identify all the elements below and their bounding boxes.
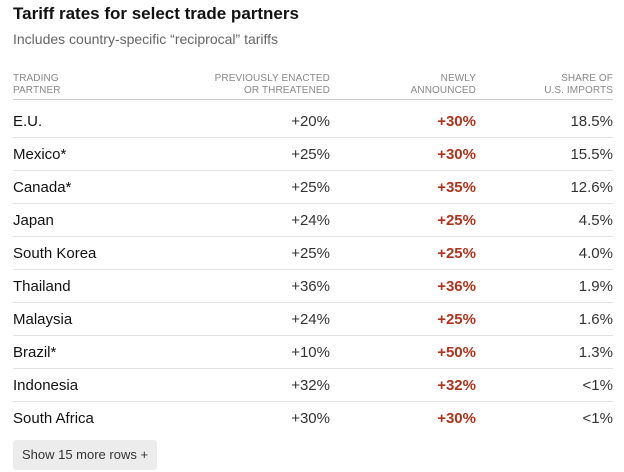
partner-cell: South Africa [13,410,94,427]
table-body: E.U. +20% +30% 18.5% Mexico* +25% +30% 1… [13,105,613,434]
new-rate-cell: +25% [437,212,476,229]
new-rate-cell: +30% [437,113,476,130]
table-row: Canada* +25% +35% 12.6% [13,171,613,204]
import-share-cell: <1% [582,377,613,394]
table-subtitle: Includes country-specific “reciprocal” t… [13,31,279,47]
import-share-cell: <1% [582,410,613,427]
table-row: South Korea +25% +25% 4.0% [13,237,613,270]
previous-rate-cell: +30% [291,410,330,427]
previous-rate-cell: +25% [291,245,330,262]
import-share-cell: 1.9% [578,278,613,295]
import-share-cell: 1.6% [578,311,613,328]
previous-rate-cell: +20% [291,113,330,130]
previous-rate-cell: +24% [291,212,330,229]
partner-cell: South Korea [13,245,97,262]
import-share-cell: 12.6% [570,179,613,196]
import-share-cell: 1.3% [578,344,613,361]
table-row: E.U. +20% +30% 18.5% [13,105,613,138]
table-row: Brazil* +10% +50% 1.3% [13,336,613,369]
new-rate-cell: +50% [437,344,476,361]
partner-cell: Indonesia [13,377,79,394]
partner-cell: Brazil* [13,344,57,361]
partner-cell: Japan [13,212,54,229]
table-row: South Africa +30% +30% <1% [13,402,613,434]
table-row: Malaysia +24% +25% 1.6% [13,303,613,336]
show-more-rows-button[interactable]: Show 15 more rows + [13,440,157,470]
partner-cell: E.U. [13,113,43,130]
header-newly-announced: NEWLY ANNOUNCED [410,73,476,96]
new-rate-cell: +36% [437,278,476,295]
previous-rate-cell: +25% [291,146,330,163]
partner-cell: Malaysia [13,311,73,328]
new-rate-cell: +35% [437,179,476,196]
new-rate-cell: +30% [437,410,476,427]
new-rate-cell: +32% [437,377,476,394]
table-row: Thailand +36% +36% 1.9% [13,270,613,303]
import-share-cell: 15.5% [570,146,613,163]
import-share-cell: 4.5% [578,212,613,229]
header-previously-enacted: PREVIOUSLY ENACTED OR THREATENED [214,73,330,96]
table-row: Mexico* +25% +30% 15.5% [13,138,613,171]
table-row: Japan +24% +25% 4.5% [13,204,613,237]
previous-rate-cell: +24% [291,311,330,328]
previous-rate-cell: +36% [291,278,330,295]
import-share-cell: 18.5% [570,113,613,130]
previous-rate-cell: +10% [291,344,330,361]
partner-cell: Thailand [13,278,71,295]
partner-cell: Mexico* [13,146,67,163]
new-rate-cell: +30% [437,146,476,163]
new-rate-cell: +25% [437,311,476,328]
previous-rate-cell: +25% [291,179,330,196]
table-row: Indonesia +32% +32% <1% [13,369,613,402]
header-trading-partner: TRADING PARTNER [13,73,61,96]
new-rate-cell: +25% [437,245,476,262]
header-share-of-imports: SHARE OF U.S. IMPORTS [544,73,613,96]
previous-rate-cell: +32% [291,377,330,394]
import-share-cell: 4.0% [578,245,613,262]
partner-cell: Canada* [13,179,72,196]
table-title: Tariff rates for select trade partners [13,4,299,23]
table-header: TRADING PARTNER PREVIOUSLY ENACTED OR TH… [13,73,613,100]
